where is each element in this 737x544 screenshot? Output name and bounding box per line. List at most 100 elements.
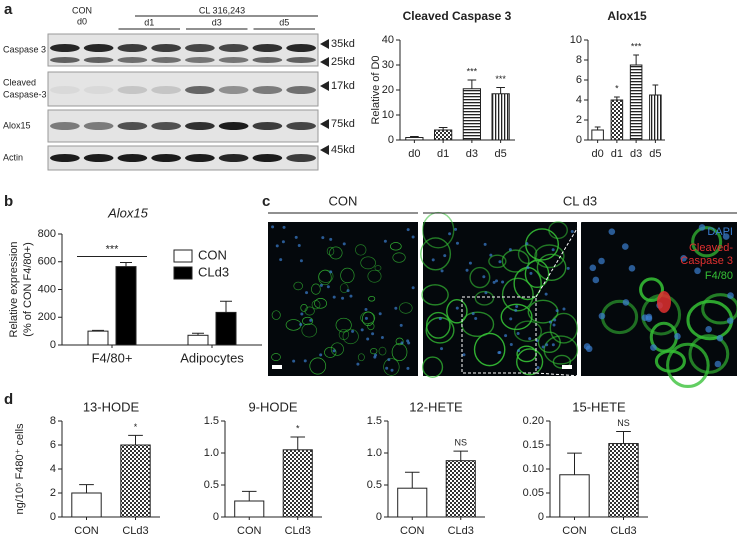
legend-label: CON [198,247,227,262]
y-tick-label: 0 [388,134,394,146]
caspase-signal [657,291,671,313]
x-tick-label: CLd3 [610,525,636,537]
error-bar [567,452,582,475]
y-tick-label: 1.5 [204,415,219,427]
bar [215,311,237,346]
blot-band [83,122,114,130]
error-bar [438,127,448,130]
nucleus [592,276,600,284]
cell-outline [360,256,376,270]
nucleus [279,258,283,262]
nucleus [351,329,355,333]
nucleus [346,289,350,293]
x-tick-label: F4/80+ [92,350,133,365]
y-tick-label: 800 [38,228,56,240]
y-tick-label: 400 [38,283,56,295]
blot-band [286,44,316,52]
cell-outline [543,335,579,365]
cell-outline [324,346,337,358]
cell-outline [383,358,400,376]
nucleus [528,337,532,341]
cell-outline [374,265,382,271]
chart-title: 13-HODE [83,399,140,414]
blot-band [185,86,215,94]
blot-band [218,57,249,63]
marker-label: 35kd [331,38,355,50]
cell-outline [301,323,318,338]
y-axis-label: Relative expression [8,242,20,338]
blot-band [83,86,114,94]
x-tick-label: CON [562,525,587,537]
nucleus [400,341,404,345]
stain-label: DAPI [707,226,733,238]
y-tick-label: 0 [538,511,544,523]
nucleus [526,266,530,270]
significance: *** [631,41,642,51]
bar [445,460,476,518]
cell-outline [639,277,665,302]
error-bar [453,450,469,461]
cell-outline [501,277,534,312]
blot-band [252,57,283,63]
nucleus [562,307,566,311]
error-bar [410,136,419,138]
marker-arrow [320,57,329,67]
chart-title: Alox15 [107,205,149,220]
cell-outline [339,283,349,294]
bar [87,330,109,346]
x-tick-label: d0 [592,148,604,160]
bar [71,492,102,518]
cell-outline [513,320,543,342]
marker-arrow [320,81,329,91]
nucleus [374,353,378,357]
cell-outline [691,226,723,258]
blot-band [286,154,316,162]
nucleus [551,343,555,347]
blot-band [50,44,80,52]
nucleus [271,225,275,229]
cell-outline [688,334,730,374]
y-tick-label: 1.5 [367,415,382,427]
nucleus [360,328,364,332]
blot-row-label: Caspase-3 [3,89,47,99]
x-tick-label: CON [237,525,262,537]
blot-row-label: Cleaved [3,77,36,87]
error-bar [220,300,232,313]
nucleus [281,240,285,244]
blot-label: CON [72,5,92,15]
cell-outline [446,298,468,324]
blot-band [286,122,316,130]
cell-outline [329,246,343,260]
bar [462,88,481,141]
y-tick-label: 20 [382,84,394,96]
x-tick-label: d3 [466,148,478,160]
y-tick-label: 1.0 [367,447,382,459]
nucleus [329,237,333,241]
blot-band [117,57,148,63]
cell-outline [338,328,350,341]
nucleus [548,320,552,324]
blot-band [117,44,148,52]
nucleus [319,353,323,357]
marker-label: 45kd [331,144,355,156]
nucleus [628,265,636,272]
cell-outline [367,269,382,283]
x-tick-label: d5 [649,148,661,160]
y-tick-label: 4 [576,94,582,106]
x-tick-label: CLd3 [285,525,311,537]
y-tick-label: 8 [50,415,56,427]
nucleus [552,323,556,327]
cell-outline [537,331,561,354]
nucleus [356,362,360,366]
marker-arrow [320,39,329,49]
nucleus [394,306,398,310]
blot-band [117,122,148,130]
cell-outline [362,311,375,326]
cell-outline [326,246,335,256]
blot-band [218,86,249,94]
cell-outline [300,304,308,312]
nucleus [465,268,469,272]
cell-outline [370,348,378,355]
cell-outline [390,242,402,251]
